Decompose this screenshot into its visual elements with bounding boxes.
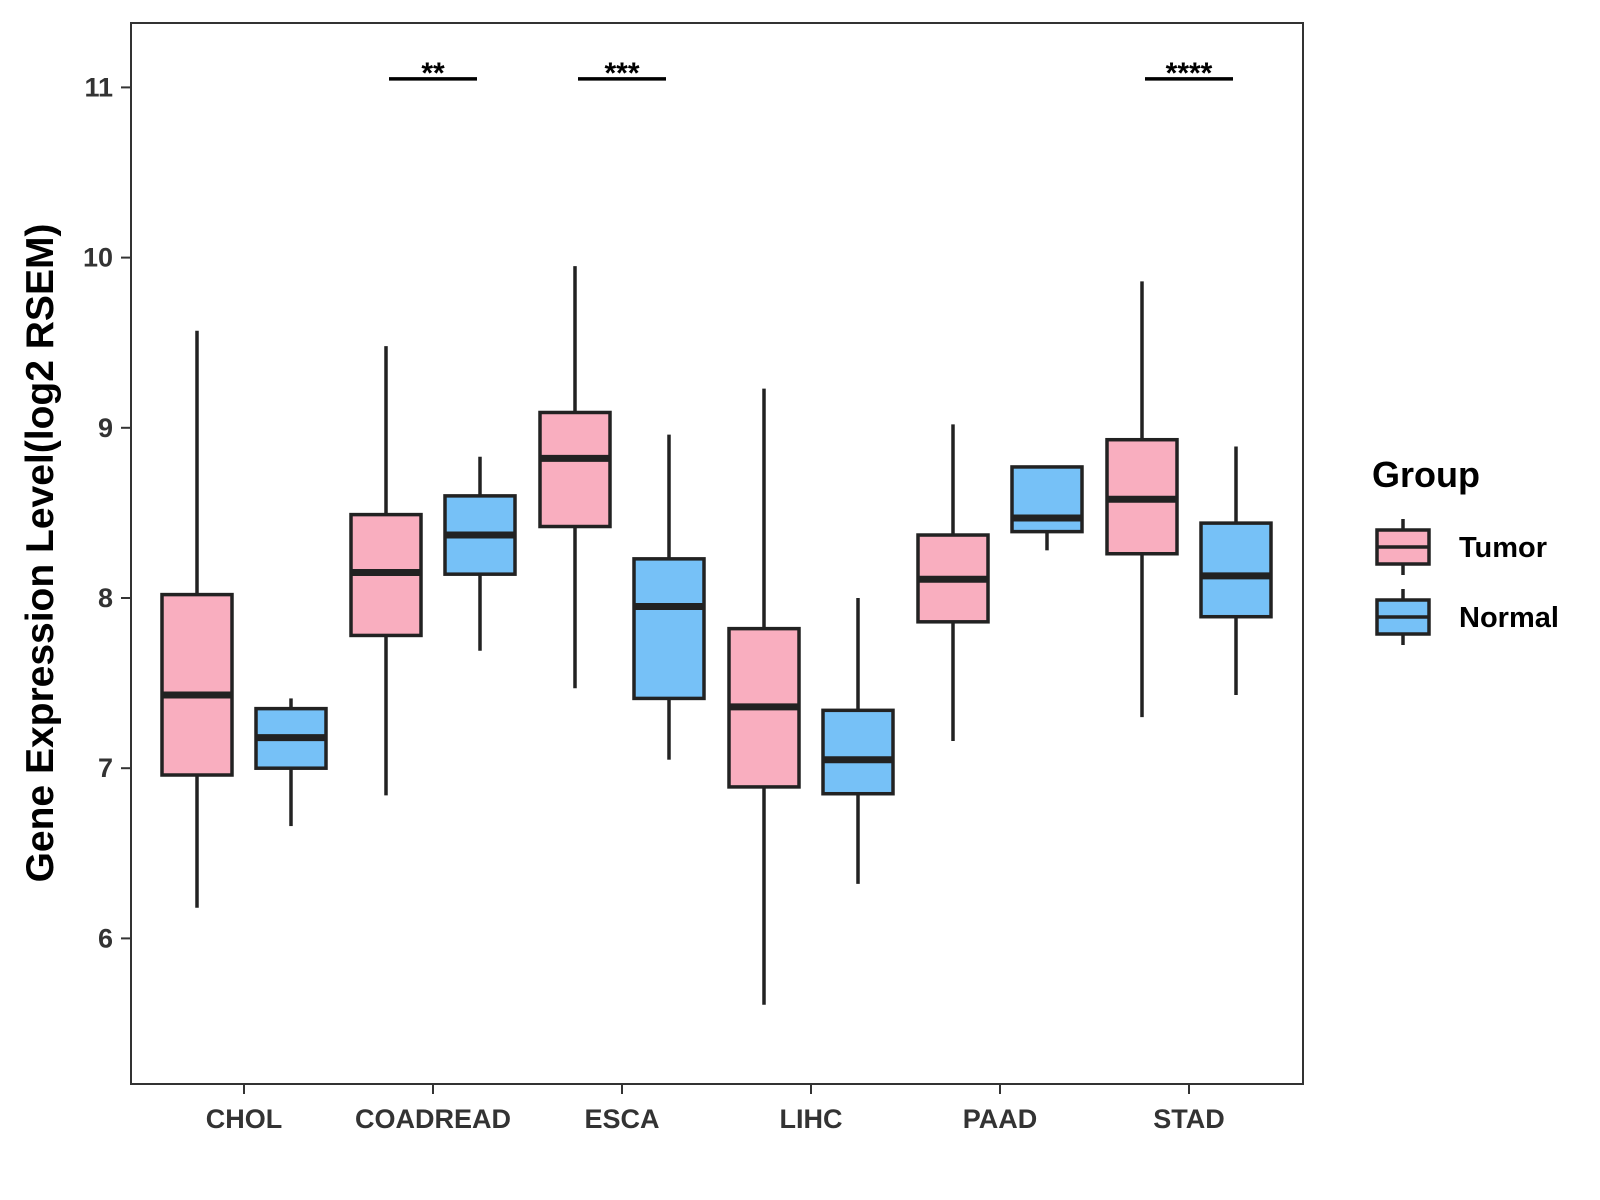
- box-tumor-paad: [916, 424, 990, 741]
- box-body: [538, 410, 612, 529]
- box-series: [160, 266, 1273, 1005]
- box-body: [821, 708, 895, 796]
- box-tumor-stad: [1105, 281, 1179, 718]
- x-axis: CHOL COADREAD ESCA LIHC PAAD STAD: [206, 1084, 1225, 1134]
- legend: Group Tumor Normal: [1372, 454, 1559, 645]
- significance-label: ***: [604, 57, 639, 90]
- x-tick-label-lihc: LIHC: [780, 1104, 843, 1134]
- y-axis: 6 7 8 9 10 11: [83, 72, 131, 953]
- x-tick-label-stad: STAD: [1153, 1104, 1225, 1134]
- y-tick-label: 8: [98, 583, 113, 613]
- box-normal-esca: [632, 434, 706, 760]
- box-normal-coadread: [443, 456, 517, 651]
- box-body: [1010, 465, 1084, 534]
- plot-panel-border: [130, 22, 1304, 1085]
- legend-title: Group: [1372, 454, 1480, 495]
- y-tick-label: 11: [84, 72, 113, 102]
- significance-label: ****: [1166, 57, 1213, 90]
- legend-key-normal: [1375, 589, 1431, 645]
- box-tumor-lihc: [727, 388, 801, 1005]
- y-axis-title: Gene Expression Level(log2 RSEM): [19, 224, 62, 883]
- y-tick-label: 10: [83, 243, 113, 273]
- legend-label-tumor: Tumor: [1459, 532, 1547, 564]
- box-normal-paad: [1010, 465, 1084, 551]
- legend-key-tumor: [1375, 519, 1431, 575]
- x-tick-label-chol: CHOL: [206, 1104, 283, 1134]
- y-tick-label: 7: [98, 753, 113, 783]
- legend-label-normal: Normal: [1459, 602, 1559, 634]
- y-tick-label: 9: [98, 413, 113, 443]
- box-body: [632, 557, 706, 701]
- box-tumor-esca: [538, 266, 612, 689]
- box-body: [160, 592, 234, 777]
- box-body: [1199, 521, 1273, 619]
- box-normal-stad: [1199, 446, 1273, 696]
- x-tick-label-esca: ESCA: [584, 1104, 659, 1134]
- box-normal-lihc: [821, 598, 895, 884]
- significance-annotations: ** *** ****: [389, 57, 1233, 90]
- significance-label: **: [421, 57, 445, 90]
- y-tick-label: 6: [98, 923, 113, 953]
- x-tick-label-paad: PAAD: [963, 1104, 1038, 1134]
- box-tumor-chol: [160, 330, 234, 908]
- x-tick-label-coadread: COADREAD: [355, 1104, 511, 1134]
- box-normal-chol: [254, 698, 328, 827]
- box-tumor-coadread: [349, 346, 423, 796]
